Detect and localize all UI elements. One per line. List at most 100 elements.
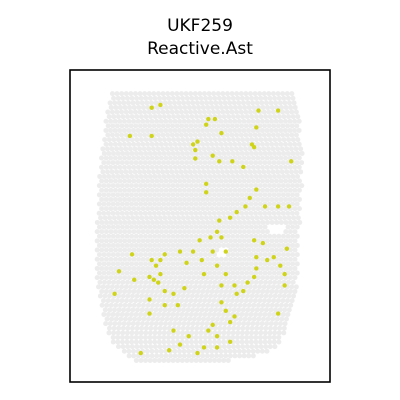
tissue-spot — [145, 288, 151, 294]
tissue-spot — [166, 173, 172, 179]
tissue-spot — [137, 169, 143, 175]
tissue-spot — [273, 127, 279, 133]
tissue-spot — [111, 173, 117, 179]
tissue-spot — [208, 293, 214, 299]
tissue-spot — [209, 178, 215, 184]
tissue-spot — [131, 187, 137, 193]
tissue-spot — [234, 242, 240, 248]
tissue-spot — [280, 252, 286, 258]
tissue-spot — [266, 91, 272, 97]
tissue-spot — [223, 141, 229, 147]
tissue-spot — [166, 95, 172, 101]
tissue-spot — [213, 348, 219, 354]
tissue-spot — [148, 293, 154, 299]
tissue-spot — [170, 95, 176, 101]
tissue-spot — [133, 160, 139, 166]
tissue-spot — [207, 210, 213, 216]
tissue-spot — [283, 104, 289, 110]
tissue-spot — [160, 146, 166, 152]
tissue-spot — [119, 123, 125, 129]
tissue-spot — [241, 187, 247, 193]
tissue-spot — [277, 325, 283, 331]
tissue-spot — [123, 132, 129, 138]
tissue-spot — [161, 233, 167, 239]
tissue-spot — [293, 169, 299, 175]
tissue-spot — [288, 302, 294, 308]
tissue-spot — [240, 215, 246, 221]
tissue-spot — [250, 353, 256, 359]
tissue-spot — [274, 247, 280, 253]
tissue-spot — [189, 114, 195, 120]
tissue-spot — [159, 275, 165, 281]
reactive-ast-spot — [166, 348, 172, 353]
tissue-spot — [136, 247, 142, 253]
tissue-spot — [274, 238, 280, 244]
tissue-spot — [221, 95, 227, 101]
tissue-spot — [179, 233, 185, 239]
tissue-spot — [221, 242, 227, 248]
tissue-spot — [114, 284, 120, 290]
tissue-spot — [112, 155, 118, 161]
tissue-spot — [111, 325, 117, 331]
tissue-spot — [197, 109, 203, 115]
tissue-spot — [113, 104, 119, 110]
tissue-spot — [121, 141, 127, 147]
tissue-spot — [115, 150, 121, 156]
tissue-spot — [181, 321, 187, 327]
tissue-spot — [267, 242, 273, 248]
tissue-spot — [228, 219, 234, 225]
tissue-spot — [152, 95, 158, 101]
tissue-spot — [150, 146, 156, 152]
tissue-spot — [157, 215, 163, 221]
tissue-spot — [223, 206, 229, 212]
tissue-spot — [109, 132, 115, 138]
tissue-spot — [221, 150, 227, 156]
tissue-spot — [119, 270, 125, 276]
tissue-spot — [244, 330, 250, 336]
tissue-spot — [125, 293, 131, 299]
tissue-spot — [106, 242, 112, 248]
tissue-spot — [292, 206, 298, 212]
tissue-spot — [177, 118, 183, 124]
tissue-spot — [186, 141, 192, 147]
tissue-spot — [168, 187, 174, 193]
tissue-spot — [124, 233, 130, 239]
tissue-spot — [170, 233, 176, 239]
tissue-spot — [108, 164, 114, 170]
tissue-spot — [226, 307, 232, 313]
tissue-spot — [96, 261, 102, 267]
tissue-spot — [211, 270, 217, 276]
reactive-ast-spot — [256, 108, 261, 113]
tissue-spot — [134, 325, 140, 331]
tissue-spot — [140, 118, 146, 124]
tissue-spot — [225, 261, 231, 267]
tissue-spot — [116, 325, 122, 331]
tissue-spot — [206, 91, 212, 97]
tissue-spot — [117, 229, 123, 235]
tissue-spot — [267, 114, 273, 120]
tissue-spot — [211, 192, 217, 198]
tissue-spot — [156, 233, 162, 239]
tissue-spot — [122, 196, 128, 202]
tissue-spot — [186, 256, 192, 262]
chart-title: UKF259 — [167, 16, 233, 36]
tissue-spot — [140, 229, 146, 235]
tissue-spot — [126, 265, 132, 271]
tissue-spot — [255, 118, 261, 124]
tissue-spot — [161, 279, 167, 285]
reactive-ast-spot — [147, 274, 152, 280]
tissue-spot — [168, 104, 174, 110]
tissue-spot — [160, 298, 166, 304]
tissue-spot — [232, 104, 238, 110]
reactive-ast-spot — [212, 116, 218, 122]
tissue-spot — [246, 187, 252, 193]
tissue-spot — [106, 137, 112, 143]
tissue-spot — [117, 196, 123, 202]
reactive-ast-spot — [217, 159, 222, 164]
tissue-spot — [243, 132, 249, 138]
tissue-spot — [264, 321, 270, 327]
tissue-spot — [245, 215, 251, 221]
tissue-spot — [223, 155, 229, 161]
tissue-spot — [216, 339, 222, 345]
tissue-spot — [160, 284, 166, 290]
